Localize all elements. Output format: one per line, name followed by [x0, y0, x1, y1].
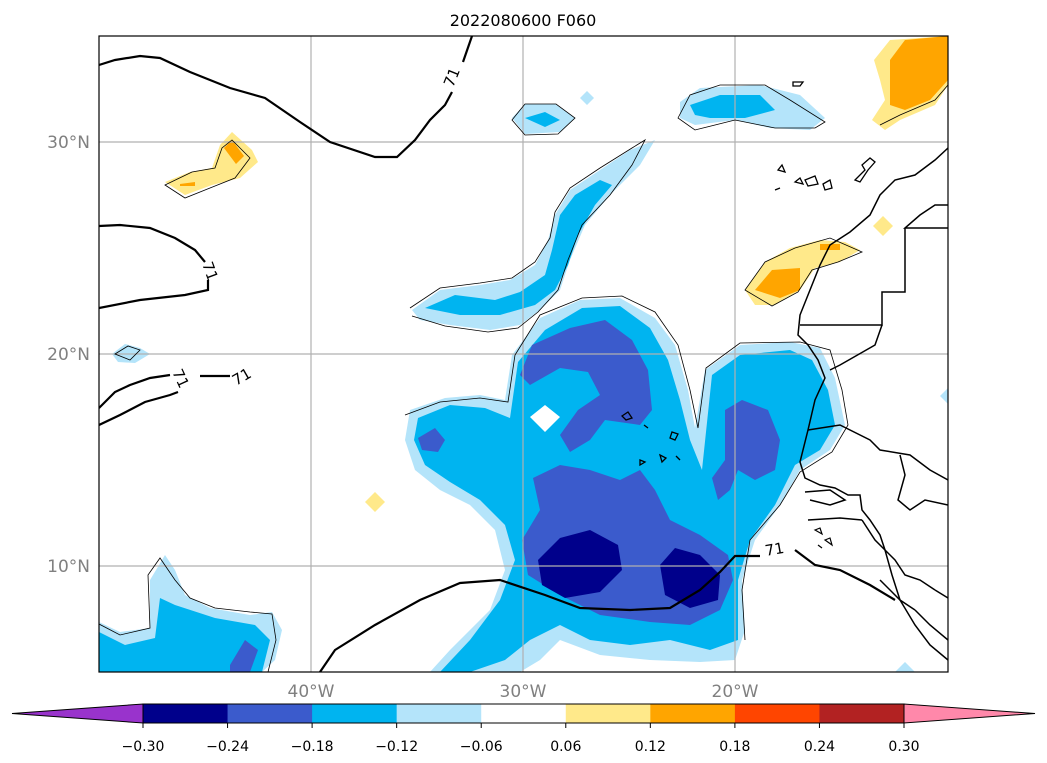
contour-label: 71 [440, 65, 464, 89]
coastline-africa [797, 147, 948, 661]
border-morocco [902, 204, 948, 229]
latitude-labels: 30°N 20°N 10°N [47, 133, 90, 577]
anomaly-royal-blue-north [520, 320, 652, 452]
outline-n2 [677, 84, 826, 131]
colorbar: −0.30 −0.24 −0.18 −0.12 −0.06 0.06 0.12 0.18 0.2… [11, 703, 1036, 755]
contour-71-south-end [794, 549, 896, 601]
anomaly-orange-canaries-2 [820, 244, 840, 250]
anomaly-white-hole [530, 405, 560, 432]
anomaly-se-dot [895, 662, 915, 672]
contour-71-north [99, 54, 453, 159]
colorbar-segment [819, 704, 905, 723]
anomaly-orange-ne [890, 36, 948, 110]
colorbar-tick-label: −0.24 [206, 739, 249, 755]
anomaly-outlines [99, 84, 948, 672]
anomaly-dot-n [580, 91, 594, 105]
coastlines [620, 81, 948, 661]
contour-71-mid [99, 223, 206, 263]
anomaly-royal-blue-east [712, 400, 780, 500]
cape-verde-islands [620, 411, 681, 467]
colorbar-segment [143, 704, 229, 723]
border-sierra-leone [879, 579, 916, 611]
colorbar-segment [396, 704, 482, 723]
lon-label-20w: 20°W [712, 682, 759, 702]
anomaly-royal-blue-west [418, 428, 445, 452]
anomaly-patch-n2-inner [690, 95, 775, 118]
contour-71-low2 [99, 390, 179, 426]
outline-canaries-yellow [744, 237, 864, 307]
border-gambia [804, 489, 847, 506]
colorbar-tick-label: 0.06 [550, 739, 581, 755]
colorbar-tick-label: −0.30 [122, 739, 165, 755]
border-guinea-bissau [807, 517, 863, 521]
colorbar-frame [142, 703, 905, 724]
contour-71-mid-end [99, 280, 210, 310]
anomaly-orange-canaries [755, 268, 800, 298]
contour-label: 71 [764, 539, 786, 560]
colorbar-segments [143, 704, 905, 723]
anomaly-streak-deep [425, 180, 612, 315]
outline-main [404, 295, 849, 641]
anomaly-yellow-dot-1 [365, 492, 385, 512]
anomaly-navy-2 [660, 548, 720, 608]
colorbar-tick-label: −0.06 [460, 739, 503, 755]
colorbar-tick-label: 0.12 [635, 739, 666, 755]
outline-nw-yellow [164, 139, 251, 199]
graticule [99, 36, 948, 672]
colorbar-tick-label: 0.24 [804, 739, 835, 755]
colorbar-segment [650, 704, 736, 723]
outline-ne-yellow [879, 84, 948, 126]
colorbar-tick-label: −0.18 [291, 739, 334, 755]
border-senegal [807, 424, 948, 481]
contour-71-low1 [99, 373, 171, 409]
bijagos-islands [813, 527, 834, 549]
figure-title: 2022080600 F060 [450, 11, 597, 30]
outline-streak [409, 138, 647, 333]
border-w-sahara [800, 228, 906, 326]
outline-n1 [511, 103, 576, 136]
map-frame [98, 35, 949, 673]
colorbar-over-extension [903, 703, 1036, 724]
colorbar-segment [227, 704, 313, 723]
colorbar-segment [565, 704, 651, 723]
colorbar-segment [312, 704, 398, 723]
contour-71-south [319, 554, 760, 672]
contour-71-north-end [461, 36, 474, 63]
anomaly-orange-nw-dash [180, 182, 195, 186]
longitude-labels: 40°W 30°W 20°W [288, 682, 759, 702]
colorbar-tick-label: 0.30 [888, 739, 919, 755]
border-liberia [914, 609, 948, 641]
contour-label: 71 [198, 259, 221, 283]
anomaly-orange-nw [224, 140, 244, 164]
anomaly-patch-n1-inner [525, 112, 560, 127]
anomaly-sw-royal [230, 640, 258, 672]
border-ivory [934, 589, 948, 599]
anomaly-sw-deep [99, 598, 270, 672]
contour-71 [99, 36, 896, 672]
border-guinea [861, 519, 936, 591]
lon-label-40w: 40°W [288, 682, 335, 702]
colorbar-under-extension [11, 703, 144, 724]
colorbar-segment [734, 704, 820, 723]
colorbar-segment [481, 704, 567, 723]
border-mali [897, 454, 948, 511]
lat-label-30n: 30°N [47, 133, 90, 153]
lon-label-30w: 30°W [500, 682, 547, 702]
colorbar-tick-label: −0.12 [375, 739, 418, 755]
colorbar-tick-label: 0.18 [719, 739, 750, 755]
map-panel: 71 71 71 71 71 [98, 35, 949, 673]
colorbar-tick-labels: −0.30 −0.24 −0.18 −0.12 −0.06 0.06 0.12 0.18 0.2… [122, 723, 920, 755]
lat-label-10n: 10°N [47, 557, 90, 577]
lat-label-20n: 20°N [47, 345, 90, 365]
canary-islands [774, 81, 876, 191]
outline-w-dot [114, 345, 141, 361]
anomaly-yellow-dot-2 [873, 216, 893, 236]
outline-sw [99, 557, 277, 672]
anomaly-navy-1 [538, 530, 622, 598]
anomaly-dot-e [940, 388, 948, 404]
